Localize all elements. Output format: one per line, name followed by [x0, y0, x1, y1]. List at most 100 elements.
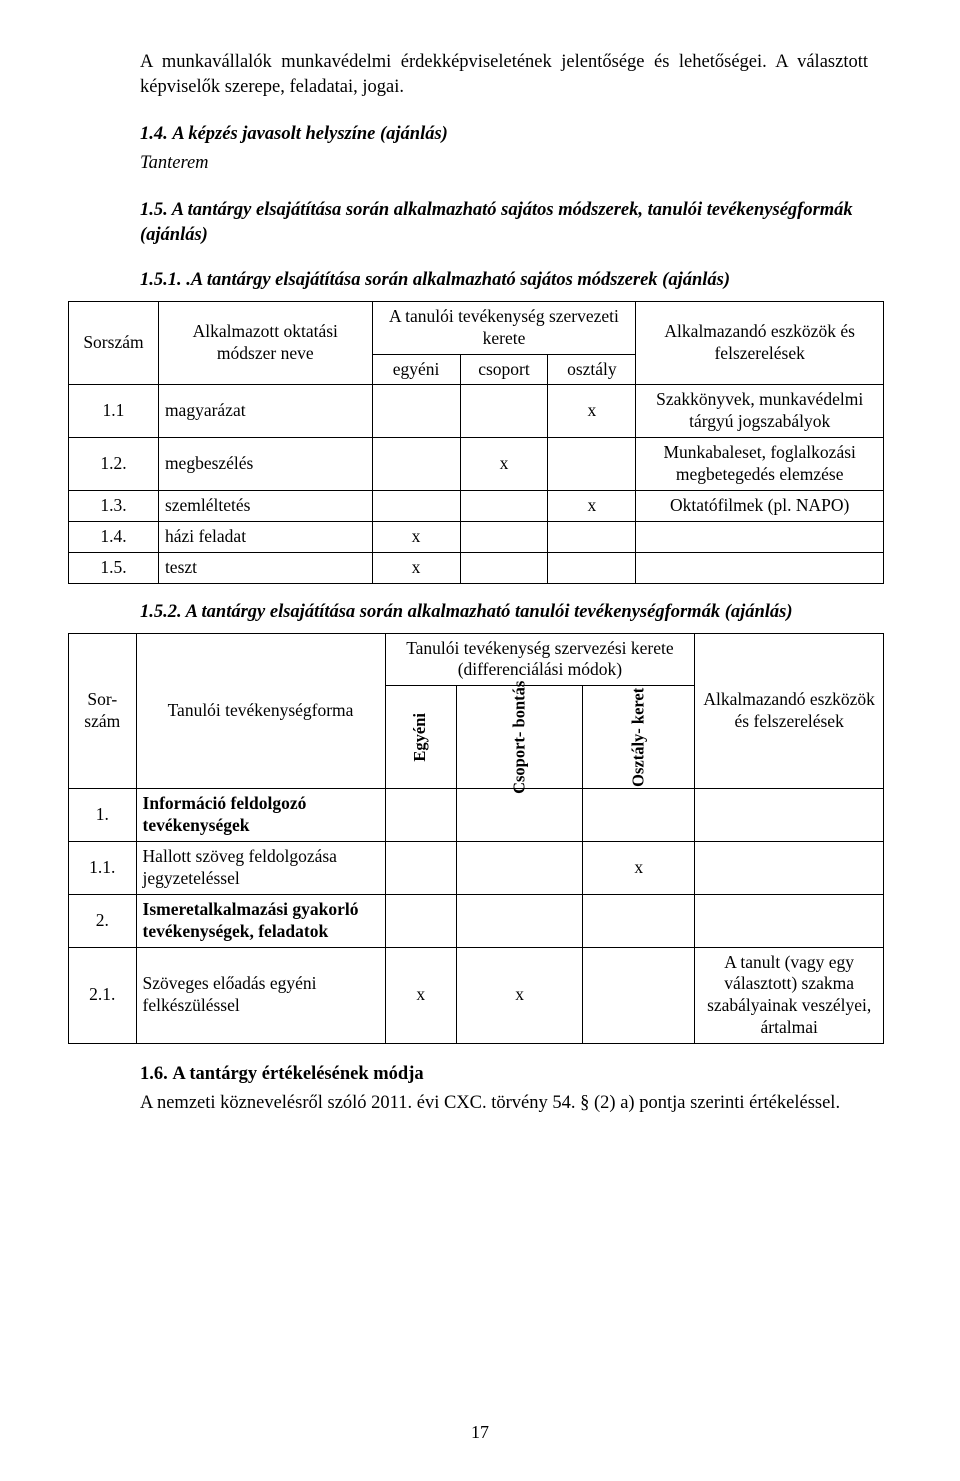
- cell-eszk: A tanult (vagy egy választott) szakma sz…: [695, 947, 884, 1044]
- col-tevekenyseg: A tanulói tevékenység szervezeti kerete: [372, 301, 636, 354]
- section-1-5: 1.5. A tantárgy elsajátítása során alkal…: [140, 198, 868, 248]
- cell-egy: [372, 385, 460, 438]
- table-row: 1.1. Hallott szöveg feldolgozása jegyzet…: [69, 842, 884, 895]
- cell-eszk: [695, 789, 884, 842]
- cell-num: 2.: [69, 894, 137, 947]
- cell-num: 1.4.: [69, 521, 159, 552]
- cell-oszt: x: [548, 385, 636, 438]
- cell-egy: x: [372, 521, 460, 552]
- cell-cso: [460, 490, 548, 521]
- col-oktatasi: Alkalmazott oktatási módszer neve: [158, 301, 372, 385]
- intro-paragraph: A munkavállalók munkavédelmi érdekképvis…: [140, 50, 868, 100]
- vertical-label: Egyéni: [410, 713, 431, 762]
- cell-num: 1.: [69, 789, 137, 842]
- cell-method: megbeszélés: [158, 438, 372, 491]
- cell-oszt: [548, 552, 636, 583]
- col-osztaly: Osztály- keret: [583, 686, 695, 789]
- table-row: 1.5. teszt x: [69, 552, 884, 583]
- table-row: 1.3. szemléltetés x Oktatófilmek (pl. NA…: [69, 490, 884, 521]
- section-title: A tantárgy elsajátítása során alkalmazha…: [186, 602, 793, 622]
- col-csoport: Csoport- bontás: [457, 686, 583, 789]
- table-row: 1. Információ feldolgozó tevékenységek: [69, 789, 884, 842]
- col-egyeni: Egyéni: [385, 686, 457, 789]
- cell-egy: [372, 438, 460, 491]
- section-title: A tantárgy elsajátítása során alkalmazha…: [140, 200, 853, 245]
- cell-num: 1.1.: [69, 842, 137, 895]
- cell-eszk: [636, 552, 884, 583]
- vertical-label: Csoport- bontás: [509, 681, 530, 794]
- cell-num: 1.5.: [69, 552, 159, 583]
- table-row: 1.1 magyarázat x Szakkönyvek, munkavédel…: [69, 385, 884, 438]
- col-eszkozok: Alkalmazandó eszközök és felszerelések: [695, 633, 884, 789]
- page-number: 17: [0, 1422, 960, 1443]
- cell-eszk: [636, 521, 884, 552]
- vertical-label: Osztály- keret: [628, 688, 649, 787]
- cell-num: 1.1: [69, 385, 159, 438]
- col-sorszam: Sor-szám: [69, 633, 137, 789]
- section-1-4: 1.4. A képzés javasolt helyszíne (ajánlá…: [140, 122, 868, 147]
- cell-oszt: [548, 521, 636, 552]
- cell-cso: [457, 789, 583, 842]
- cell-oszt: x: [548, 490, 636, 521]
- section-1-5-1: 1.5.1. .A tantárgy elsajátítása során al…: [188, 268, 868, 293]
- cell-egy: [385, 789, 457, 842]
- cell-method: házi feladat: [158, 521, 372, 552]
- cell-method: szemléltetés: [158, 490, 372, 521]
- cell-form: Hallott szöveg feldolgozása jegyzeteléss…: [136, 842, 385, 895]
- cell-cso: [457, 842, 583, 895]
- cell-cso: x: [457, 947, 583, 1044]
- cell-oszt: [548, 438, 636, 491]
- cell-form: Információ feldolgozó tevékenységek: [136, 789, 385, 842]
- cell-eszk: [695, 894, 884, 947]
- col-sorszam: Sorszám: [69, 301, 159, 385]
- col-csoport: csoport: [460, 354, 548, 385]
- cell-oszt: [583, 789, 695, 842]
- table-header-row: Sor-szám Tanulói tevékenységforma Tanuló…: [69, 633, 884, 686]
- cell-egy: [372, 490, 460, 521]
- section-number: 1.5.1.: [140, 270, 182, 290]
- cell-egy: [385, 894, 457, 947]
- cell-cso: [460, 552, 548, 583]
- cell-eszk: Szakkönyvek, munkavédelmi tárgyú jogszab…: [636, 385, 884, 438]
- cell-method: magyarázat: [158, 385, 372, 438]
- section-number: 1.4.: [140, 124, 168, 144]
- section-1-6-body: A nemzeti köznevelésről szóló 2011. évi …: [140, 1091, 868, 1116]
- page: A munkavállalók munkavédelmi érdekképvis…: [0, 0, 960, 1481]
- section-number: 1.5.: [140, 200, 168, 220]
- table-row: 1.2. megbeszélés x Munkabaleset, foglalk…: [69, 438, 884, 491]
- methods-table: Sorszám Alkalmazott oktatási módszer nev…: [68, 301, 884, 584]
- col-egyeni: egyéni: [372, 354, 460, 385]
- section-number: 1.6.: [140, 1064, 168, 1084]
- table-header-row: Sorszám Alkalmazott oktatási módszer nev…: [69, 301, 884, 354]
- cell-cso: [457, 894, 583, 947]
- section-1-4-body: Tanterem: [140, 151, 868, 176]
- cell-oszt: [583, 947, 695, 1044]
- col-eszkozok: Alkalmazandó eszközök és felszerelések: [636, 301, 884, 385]
- col-osztaly: osztály: [548, 354, 636, 385]
- section-1-5-2: 1.5.2. A tantárgy elsajátítása során alk…: [188, 600, 868, 625]
- cell-num: 1.2.: [69, 438, 159, 491]
- section-number: 1.5.2.: [140, 602, 182, 622]
- table-row: 2. Ismeretalkalmazási gyakorló tevékenys…: [69, 894, 884, 947]
- col-forma: Tanulói tevékenységforma: [136, 633, 385, 789]
- cell-form: Szöveges előadás egyéni felkészüléssel: [136, 947, 385, 1044]
- cell-cso: [460, 521, 548, 552]
- table-row: 2.1. Szöveges előadás egyéni felkészülés…: [69, 947, 884, 1044]
- cell-eszk: [695, 842, 884, 895]
- section-title: .A tantárgy elsajátítása során alkalmazh…: [186, 270, 730, 290]
- cell-method: teszt: [158, 552, 372, 583]
- section-1-6: 1.6. A tantárgy értékelésének módja: [140, 1062, 868, 1087]
- cell-num: 1.3.: [69, 490, 159, 521]
- cell-eszk: Oktatófilmek (pl. NAPO): [636, 490, 884, 521]
- section-title: A tantárgy értékelésének módja: [172, 1064, 423, 1084]
- activity-forms-table: Sor-szám Tanulói tevékenységforma Tanuló…: [68, 633, 884, 1045]
- col-tevekenyseg: Tanulói tevékenység szervezési kerete (d…: [385, 633, 695, 686]
- section-title: A képzés javasolt helyszíne (ajánlás): [172, 124, 447, 144]
- cell-oszt: [583, 894, 695, 947]
- cell-num: 2.1.: [69, 947, 137, 1044]
- cell-oszt: x: [583, 842, 695, 895]
- cell-egy: [385, 842, 457, 895]
- cell-egy: x: [385, 947, 457, 1044]
- cell-eszk: Munkabaleset, foglalkozási megbetegedés …: [636, 438, 884, 491]
- cell-cso: x: [460, 438, 548, 491]
